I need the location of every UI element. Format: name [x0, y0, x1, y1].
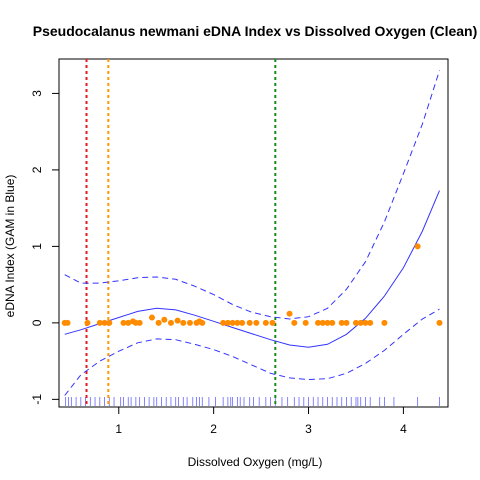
data-point	[239, 319, 246, 326]
y-tick-label: 0	[30, 319, 44, 326]
data-point	[324, 319, 331, 326]
gam-lower-line	[64, 308, 440, 396]
data-point	[414, 243, 421, 250]
data-point	[125, 319, 132, 326]
x-tick-label: 2	[210, 422, 217, 436]
data-point	[155, 319, 162, 326]
data-point	[180, 319, 187, 326]
data-point	[96, 319, 103, 326]
data-point	[302, 319, 309, 326]
data-point	[167, 319, 174, 326]
data-point	[315, 319, 322, 326]
data-point	[224, 319, 231, 326]
data-point	[161, 316, 168, 323]
data-point	[234, 319, 241, 326]
x-axis-label: Dissolved Oxygen (mg/L)	[188, 455, 323, 469]
data-point	[338, 319, 345, 326]
x-tick-label: 4	[400, 422, 407, 436]
data-point	[64, 319, 71, 326]
plot-frame	[58, 58, 449, 408]
data-point	[362, 319, 369, 326]
data-point	[381, 319, 388, 326]
data-point	[101, 319, 108, 326]
data-point	[136, 319, 143, 326]
data-point	[246, 319, 253, 326]
data-point	[357, 319, 364, 326]
data-point	[186, 319, 193, 326]
data-point	[229, 319, 236, 326]
data-point	[174, 317, 181, 324]
data-point	[84, 319, 91, 326]
y-axis-label: eDNA Index (GAM in Blue)	[3, 175, 17, 318]
gam-fit-line	[64, 190, 440, 348]
data-point	[436, 319, 443, 326]
data-point	[262, 319, 269, 326]
gam-upper-line	[64, 70, 440, 320]
data-point	[352, 319, 359, 326]
data-point	[253, 319, 260, 326]
data-point	[343, 319, 350, 326]
data-point	[367, 319, 374, 326]
plot-area: 1 2 3 4 -1 0 1 2 3	[30, 58, 449, 436]
y-tick-label: 1	[30, 243, 44, 250]
y-tick-label: -1	[30, 394, 44, 405]
y-tick-label: 2	[30, 166, 44, 173]
chart-title: Pseudocalanus newmani eDNA Index vs Diss…	[33, 23, 478, 39]
data-point	[199, 319, 206, 326]
data-point	[291, 319, 298, 326]
data-point	[329, 319, 336, 326]
data-point	[319, 319, 326, 326]
data-point	[220, 319, 227, 326]
data-point	[106, 319, 113, 326]
data-point	[148, 314, 155, 321]
data-point	[286, 310, 293, 317]
y-tick-label: 3	[30, 90, 44, 97]
data-point	[120, 319, 127, 326]
x-tick-label: 3	[305, 422, 312, 436]
plot-inner	[61, 59, 443, 407]
x-tick-label: 1	[115, 422, 122, 436]
data-point	[269, 319, 276, 326]
